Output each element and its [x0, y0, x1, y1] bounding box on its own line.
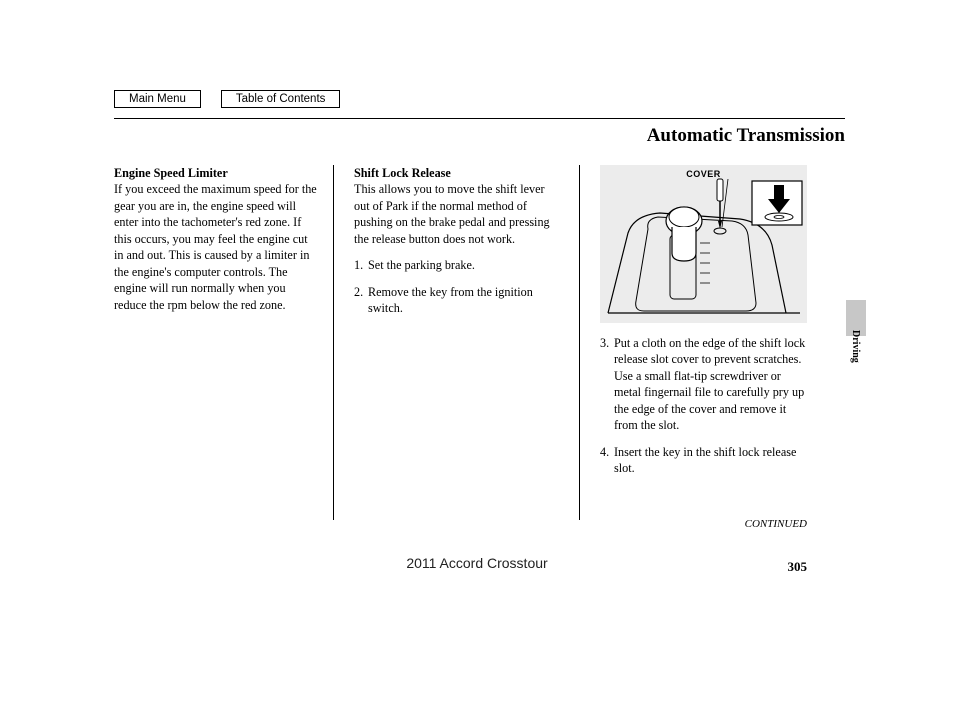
shift-lock-diagram-icon	[600, 165, 807, 323]
footer-model: 2011 Accord Crosstour	[0, 555, 954, 571]
page-title: Automatic Transmission	[114, 125, 845, 147]
page-content: Automatic Transmission Engine Speed Limi…	[114, 118, 845, 575]
step-2-text: Remove the key from the ignition switch.	[368, 284, 559, 317]
step-3-text: Put a cloth on the edge of the shift loc…	[614, 335, 807, 434]
toc-button[interactable]: Table of Contents	[221, 90, 341, 108]
figure-cover-label: COVER	[600, 168, 807, 180]
step-4: 4. Insert the key in the shift lock rele…	[600, 444, 807, 477]
col1-body: If you exceed the maximum speed for the …	[114, 182, 317, 311]
col2-heading: Shift Lock Release	[354, 166, 451, 180]
step-2: 2. Remove the key from the ignition swit…	[354, 284, 559, 317]
step-3: 3. Put a cloth on the edge of the shift …	[600, 335, 807, 434]
col1-heading: Engine Speed Limiter	[114, 166, 228, 180]
section-tab-label: Driving	[850, 330, 861, 363]
shift-lock-figure: COVER	[600, 165, 807, 323]
column-3: COVER	[600, 165, 807, 575]
step-4-num: 4.	[600, 444, 614, 477]
continued-label: CONTINUED	[600, 517, 807, 532]
step-3-num: 3.	[600, 335, 614, 434]
step-1-num: 1.	[354, 257, 368, 273]
step-1: 1. Set the parking brake.	[354, 257, 559, 273]
header-rule	[114, 118, 845, 119]
step-1-text: Set the parking brake.	[368, 257, 559, 273]
col2-body: This allows you to move the shift lever …	[354, 182, 550, 245]
column-2: Shift Lock Release This allows you to mo…	[354, 165, 559, 575]
column-1: Engine Speed Limiter If you exceed the m…	[114, 165, 319, 575]
step-4-text: Insert the key in the shift lock release…	[614, 444, 807, 477]
manual-page: Main Menu Table of Contents Driving Auto…	[0, 0, 954, 710]
columns: Engine Speed Limiter If you exceed the m…	[114, 165, 845, 575]
column-separator-1	[333, 165, 334, 520]
main-menu-button[interactable]: Main Menu	[114, 90, 201, 108]
step-2-num: 2.	[354, 284, 368, 317]
column-separator-2	[579, 165, 580, 520]
top-nav: Main Menu Table of Contents	[114, 90, 340, 108]
